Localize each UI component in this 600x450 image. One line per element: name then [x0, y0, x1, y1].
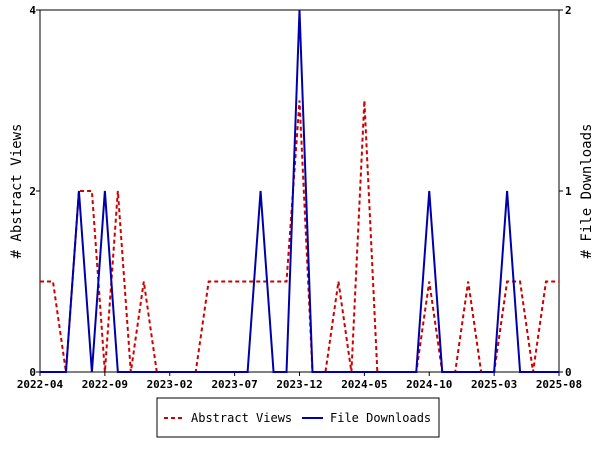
- right-y-tick-label: 1: [565, 185, 572, 198]
- x-tick-label: 2024-05: [341, 378, 387, 391]
- x-tick-label: 2025-08: [536, 378, 582, 391]
- legend: Abstract Views File Downloads: [156, 397, 440, 438]
- right-axis-ticks: 0 1 2: [559, 4, 572, 379]
- x-axis-ticks: 2022-04 2022-09 2023-02 2023-07 2023-12 2024-…: [17, 372, 582, 391]
- x-tick-label: 2023-07: [211, 378, 257, 391]
- x-tick-label: 2022-09: [82, 378, 128, 391]
- left-y-tick-label: 4: [29, 4, 36, 17]
- legend-box: [156, 397, 440, 438]
- right-y-tick-label: 0: [565, 366, 572, 379]
- series-line-file-downloads: [40, 9, 559, 373]
- series-layer: [40, 9, 559, 373]
- legend-label-abstract-views: Abstract Views: [191, 411, 292, 425]
- right-axis-title: # File Downloads: [579, 124, 595, 259]
- x-tick-label: 2024-10: [406, 378, 452, 391]
- right-y-tick-label: 2: [565, 4, 572, 17]
- left-axis-title: # Abstract Views: [9, 124, 25, 259]
- x-tick-label: 2022-04: [17, 378, 64, 391]
- series-line-abstract-views: [40, 100, 559, 373]
- legend-label-file-downloads: File Downloads: [330, 411, 431, 425]
- x-tick-label: 2023-02: [147, 378, 193, 391]
- plot-area: [39, 9, 560, 373]
- left-axis-ticks: 0 2 4: [29, 4, 40, 379]
- left-y-tick-label: 0: [29, 366, 36, 379]
- x-tick-label: 2025-03: [471, 378, 517, 391]
- x-tick-label: 2023-12: [276, 378, 322, 391]
- left-y-tick-label: 2: [29, 185, 36, 198]
